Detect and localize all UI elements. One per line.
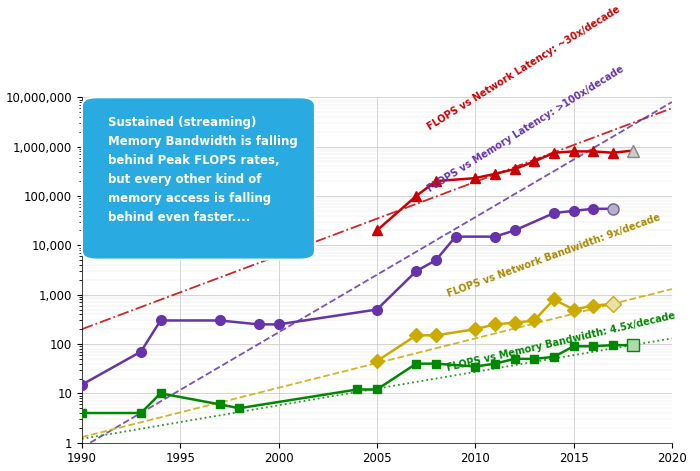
Text: FLOPS vs Network Bandwidth: 9x/decade: FLOPS vs Network Bandwidth: 9x/decade bbox=[446, 212, 662, 299]
Text: Sustained (streaming)
Memory Bandwidth is falling
behind Peak FLOPS rates,
but e: Sustained (streaming) Memory Bandwidth i… bbox=[108, 116, 298, 224]
Text: FLOPS vs Memory Bandwidth: 4.5x/decade: FLOPS vs Memory Bandwidth: 4.5x/decade bbox=[446, 311, 676, 374]
Text: FLOPS vs Memory Latency: >100x/decade: FLOPS vs Memory Latency: >100x/decade bbox=[426, 64, 626, 194]
FancyBboxPatch shape bbox=[82, 97, 315, 260]
Text: FLOPS vs Network Latency: ~30x/decade: FLOPS vs Network Latency: ~30x/decade bbox=[426, 4, 622, 132]
